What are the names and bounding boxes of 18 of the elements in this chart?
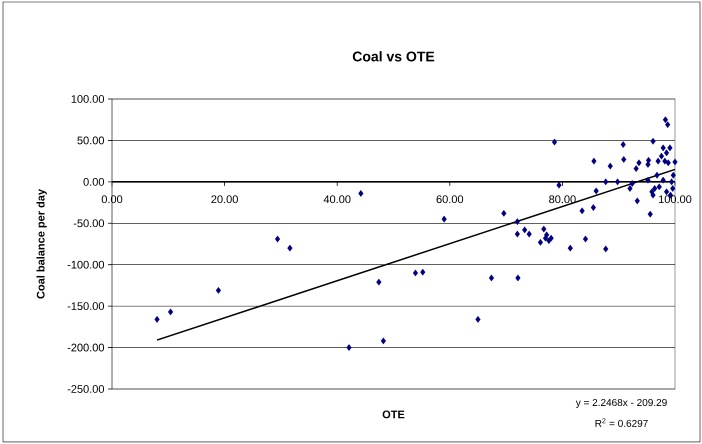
chart-title: Coal vs OTE (352, 51, 434, 62)
x-tick-label: 40.00 (324, 195, 351, 204)
x-tick-label: 20.00 (211, 195, 238, 204)
y-tick-label: 100.00 (72, 95, 104, 103)
y-tick-label: -100.00 (68, 260, 104, 269)
y-tick-label: -150.00 (68, 302, 104, 310)
x-tick-label: 80.00 (549, 195, 576, 204)
text: y = 2.2468x - 209.29 (576, 398, 667, 408)
y-tick-label: -200.00 (68, 344, 104, 352)
x-axis-title: OTE (382, 410, 404, 418)
y-tick-label: 0.00 (83, 178, 104, 186)
y-axis-title: Coal balance per day (36, 189, 47, 299)
y-tick-label: 50.00 (77, 136, 104, 144)
x-tick-label: 100.00 (659, 195, 692, 204)
y-tick-label: -250.00 (68, 385, 104, 393)
x-tick-label: 60.00 (436, 195, 464, 204)
text: R$^{2}$ = 0.6297 (596, 418, 648, 427)
y-tick-label: -50.00 (74, 219, 104, 228)
